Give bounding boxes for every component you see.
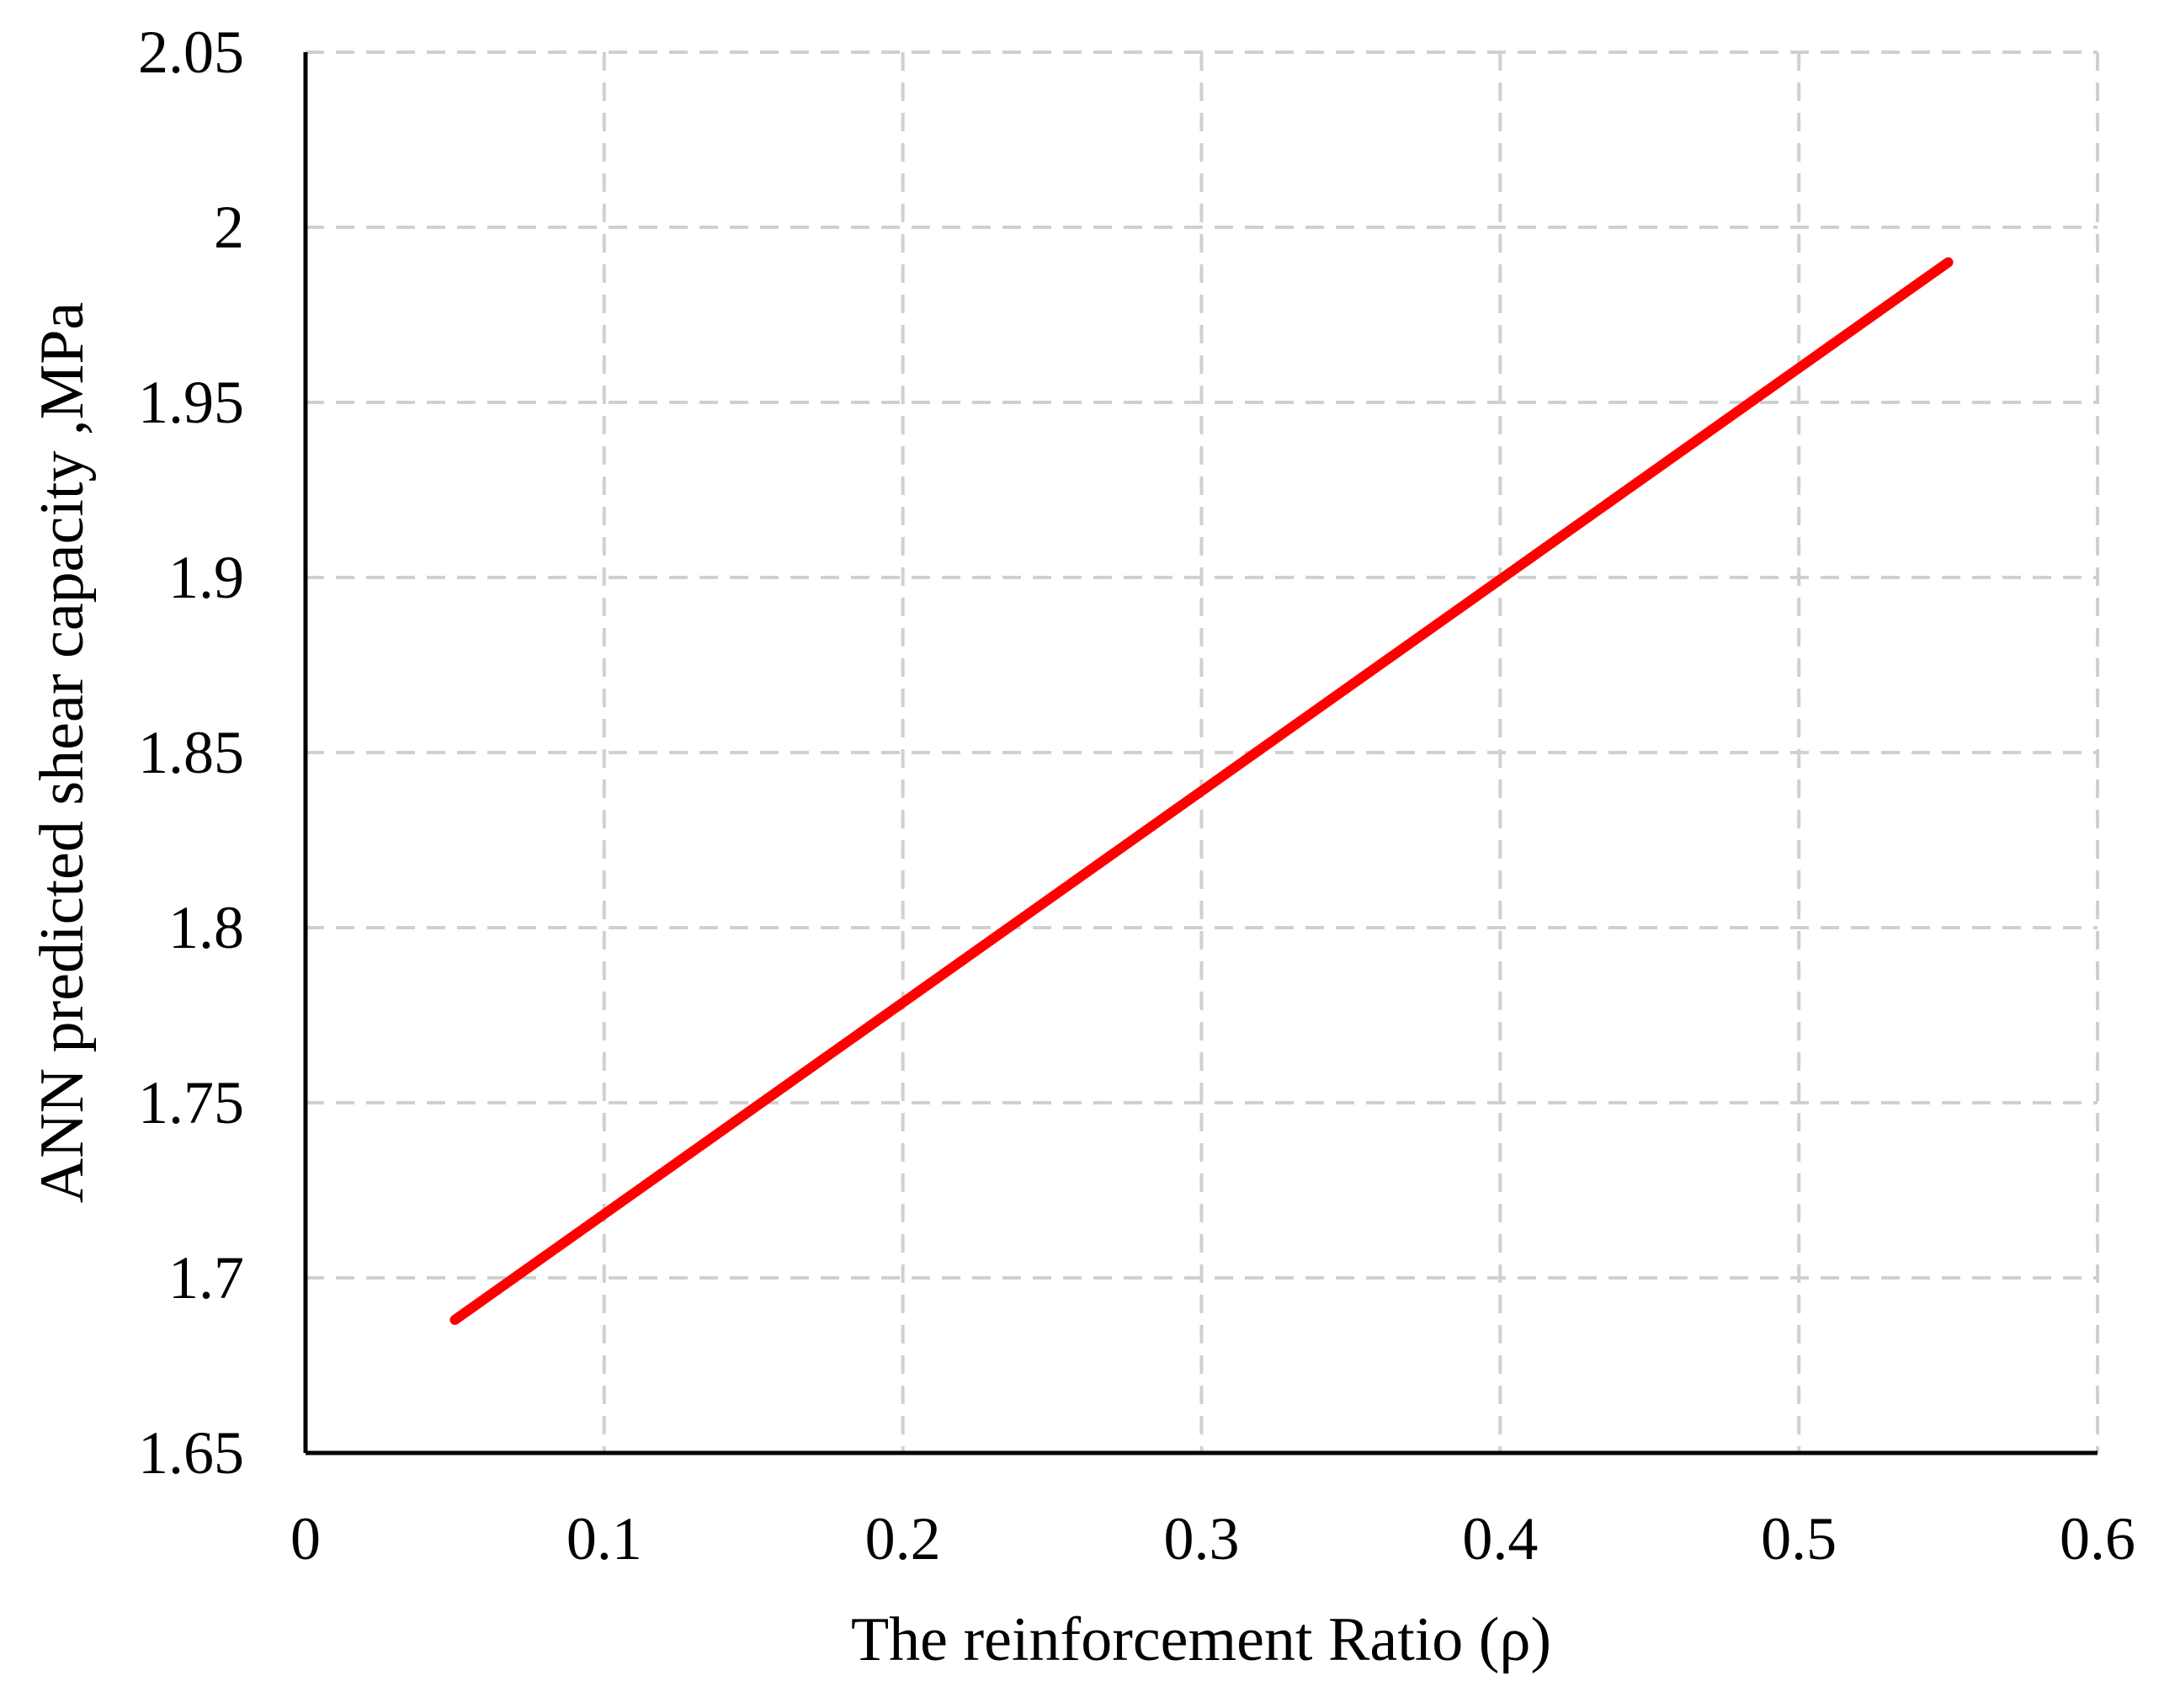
x-axis-title: The reinforcement Ratio (ρ) [851,1605,1551,1674]
grid [306,51,2099,1453]
series-layer [449,257,1954,1325]
series-line [449,257,1954,1325]
x-tick-label: 0.3 [1164,1505,1240,1572]
y-tick-label: 1.8 [168,894,244,961]
y-tick-label: 1.85 [138,719,244,786]
x-tick-label: 0.2 [865,1505,941,1572]
y-tick-label: 1.65 [138,1419,244,1487]
axes [303,52,2098,1455]
x-tick-labels: 0 0.1 0.2 0.3 0.4 0.5 0.6 [290,1505,2135,1572]
x-tick-label: 0.5 [1761,1505,1837,1572]
x-tick-label: 0.1 [566,1505,642,1572]
y-tick-labels: 1.65 1.7 1.75 1.8 1.85 1.9 1.95 2 2.05 [138,19,244,1487]
y-tick-label: 2 [214,194,244,261]
y-tick-label: 1.7 [168,1244,244,1312]
x-tick-label: 0 [290,1505,321,1572]
x-tick-label: 0.6 [2060,1505,2135,1572]
y-tick-label: 1.9 [168,544,244,611]
x-tick-label: 0.4 [1462,1505,1538,1572]
y-tick-label: 2.05 [138,19,244,86]
y-axis-title: ANN predicted shear capacity ,MPa [28,302,97,1204]
y-tick-label: 1.75 [138,1069,244,1136]
y-tick-label: 1.95 [138,369,244,436]
